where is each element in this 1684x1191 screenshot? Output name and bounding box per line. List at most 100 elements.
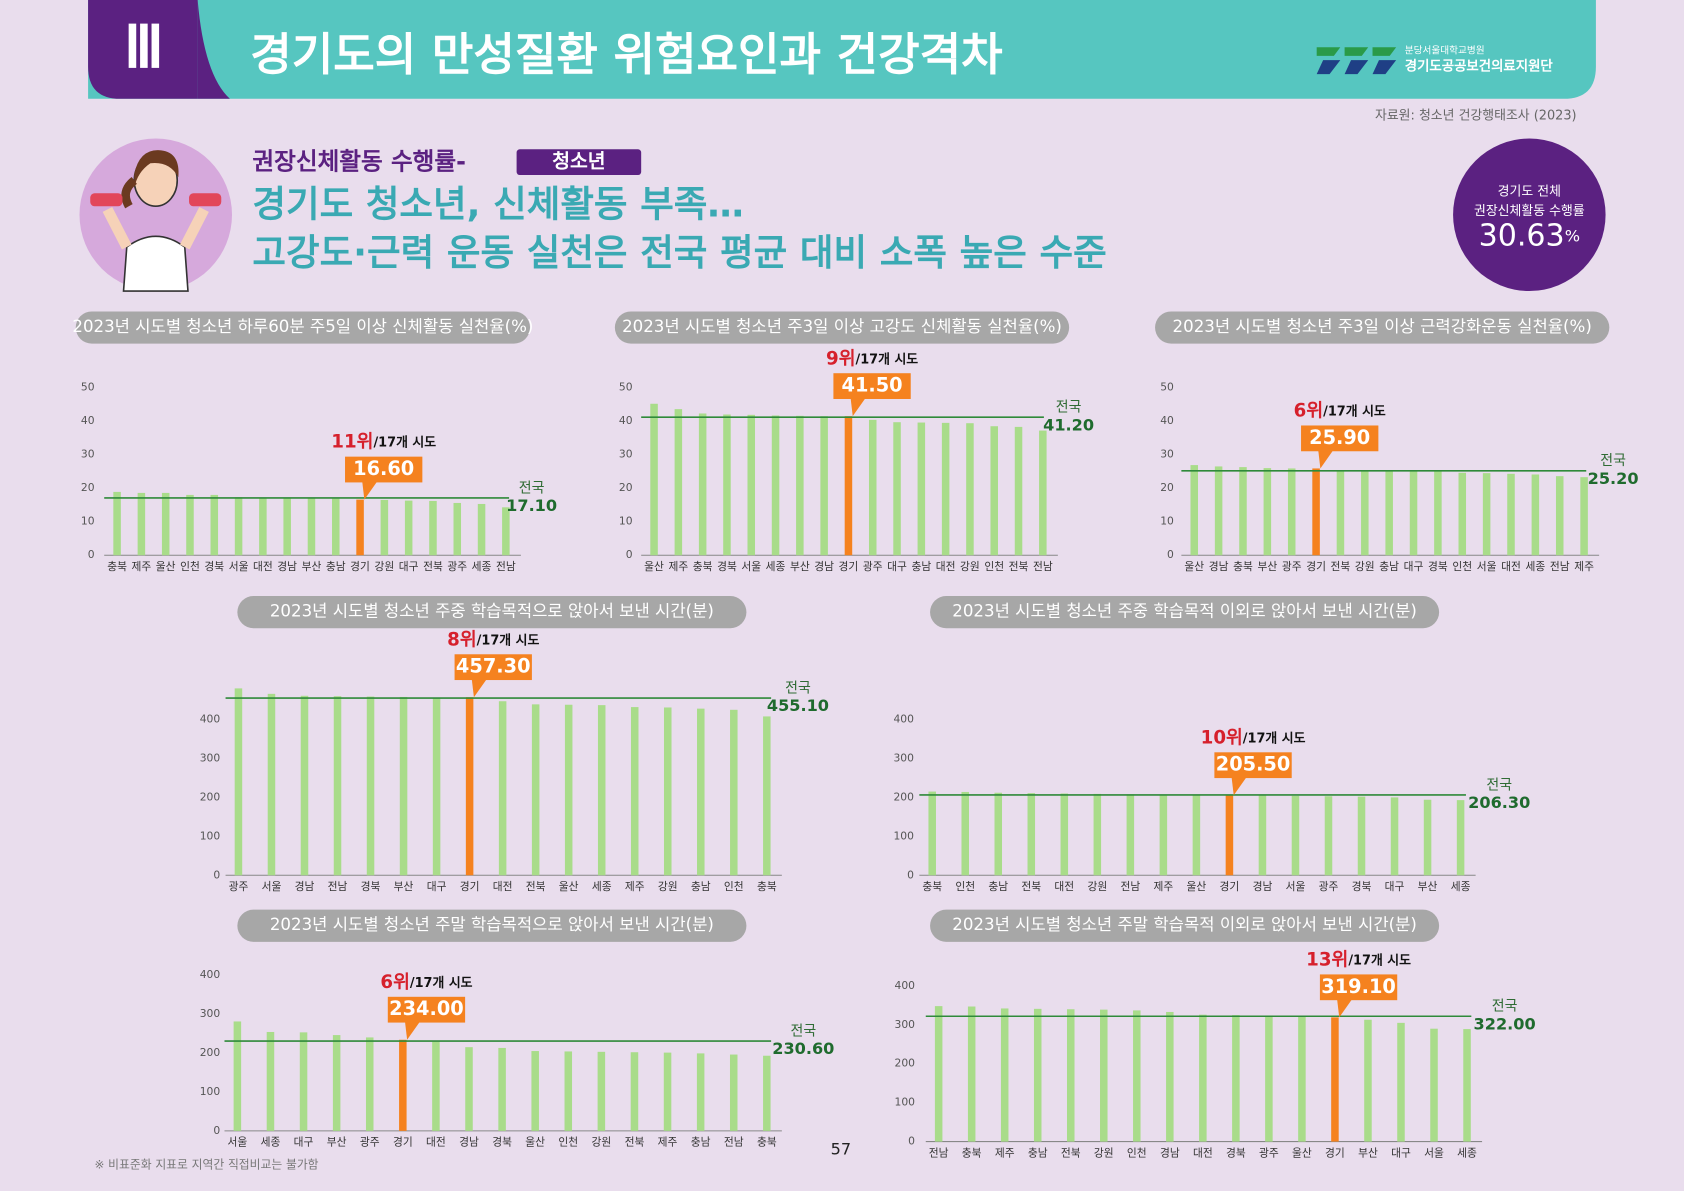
bar: [928, 791, 936, 876]
bar: [1225, 795, 1234, 876]
x-tick-label: 광주: [447, 560, 467, 573]
x-tick-label: 대전: [1501, 560, 1521, 573]
bar: [893, 422, 901, 556]
x-tick-label: 전북: [1021, 880, 1041, 893]
bar: [1190, 465, 1199, 556]
bar: [356, 499, 364, 556]
label-pointer: [1337, 999, 1353, 1018]
chart-title: 2023년 시도별 청소년 주말 학습목적으로 앉아서 보낸 시간(분): [270, 915, 714, 934]
x-tick-label: 강원: [658, 880, 678, 893]
x-tick-label: 경남: [1253, 880, 1273, 893]
x-tick-label: 부산: [1358, 1146, 1378, 1159]
bar: [723, 414, 731, 556]
value-label-box: [387, 996, 466, 1023]
x-tick-label: 제주: [1574, 560, 1594, 573]
x-tick-label: 대전: [493, 880, 513, 893]
bar: [696, 1053, 705, 1131]
bar: [1331, 1017, 1339, 1142]
bar: [994, 792, 1003, 876]
y-tick-label: 400: [200, 713, 221, 726]
chart-title-pill: [614, 311, 1070, 344]
x-tick-label: 서울: [741, 560, 761, 573]
bar: [1364, 1019, 1372, 1142]
x-tick-label: 대전: [426, 1136, 446, 1149]
x-tick-label: 경남: [277, 560, 297, 573]
x-tick-label: 충북: [1233, 560, 1253, 573]
label-pointer: [850, 397, 866, 417]
y-tick-label: 50: [619, 381, 633, 394]
bar: [531, 704, 540, 876]
x-tick-label: 충남: [691, 880, 711, 893]
y-tick-label: 0: [907, 868, 914, 881]
y-tick-label: 200: [895, 1057, 916, 1070]
bar: [844, 416, 853, 556]
x-tick-label: 강원: [592, 1136, 612, 1149]
bar: [1531, 474, 1540, 556]
rank-annotation: 13위/17개 시도: [1306, 948, 1411, 970]
x-tick-label: 충남: [326, 560, 346, 573]
label-pointer: [1231, 777, 1247, 796]
bar: [763, 1055, 771, 1131]
x-tick-label: 경북: [492, 1136, 512, 1149]
x-tick-label: 제주: [668, 560, 688, 573]
bar: [380, 499, 389, 556]
y-tick-label: 30: [1160, 448, 1174, 461]
x-tick-label: 울산: [156, 560, 176, 573]
y-tick-label: 50: [81, 381, 95, 394]
bar: [429, 500, 437, 556]
label-pointer: [1318, 450, 1334, 469]
bar: [1397, 1022, 1405, 1142]
x-tick-label: 충남: [911, 560, 931, 573]
x-tick-label: 세종: [472, 560, 492, 573]
bar: [674, 409, 683, 556]
x-tick-label: 경기: [1220, 880, 1240, 893]
label-pointer: [362, 481, 378, 500]
y-tick-label: 300: [893, 751, 914, 764]
bar: [868, 419, 877, 556]
reference-label: 17.10: [506, 496, 557, 515]
value-label: 319.10: [1321, 975, 1396, 998]
bar: [796, 415, 804, 556]
x-tick-label: 울산: [525, 1136, 545, 1149]
y-tick-label: 300: [200, 751, 221, 764]
x-tick-label: 경기: [460, 880, 480, 893]
bar: [210, 494, 219, 556]
x-tick-label: 광주: [1282, 560, 1302, 573]
x-tick-label: 충북: [962, 1146, 982, 1159]
reference-label: 455.10: [767, 696, 829, 715]
x-tick-label: 대구: [887, 560, 907, 573]
chart: 2023년 시도별 청소년 주중 학습목적 이외로 앉아서 보낸 시간(분) 0 1…: [893, 596, 1530, 893]
x-tick-label: 서울: [229, 560, 249, 573]
chart-title: 2023년 시도별 청소년 주중 학습목적으로 앉아서 보낸 시간(분): [270, 602, 714, 621]
bar: [1100, 1009, 1108, 1142]
chart-title: 2023년 시도별 청소년 하루60분 주5일 이상 신체활동 실천율(%): [72, 317, 533, 336]
section-block-edge: [197, 0, 230, 99]
bar: [233, 1021, 242, 1131]
rank-annotation: 11위/17개 시도: [331, 431, 436, 453]
x-tick-label: 전남: [1120, 880, 1140, 893]
bar: [1385, 470, 1393, 556]
bar: [1423, 799, 1432, 876]
bar: [1027, 793, 1036, 876]
y-tick-label: 100: [893, 829, 914, 842]
reference-name: 전국: [1600, 453, 1626, 469]
x-tick-label: 대전: [1193, 1146, 1213, 1159]
bar: [729, 1054, 738, 1131]
x-tick-label: 경북: [1352, 880, 1372, 893]
x-tick-label: 충북: [693, 560, 713, 573]
bar: [432, 697, 441, 876]
bar: [1014, 426, 1023, 556]
bar: [1159, 794, 1168, 876]
x-tick-label: 인천: [1127, 1146, 1147, 1159]
x-tick-label: 대구: [427, 880, 447, 893]
bar: [771, 415, 780, 556]
bar: [564, 1051, 573, 1131]
x-tick-label: 부산: [327, 1136, 347, 1149]
chart-title-pill: [237, 909, 747, 942]
rank: 6위: [1294, 400, 1324, 422]
headline: 경기도 청소년, 신체활동 부족…: [252, 183, 743, 226]
bar: [934, 1006, 943, 1142]
x-tick-label: 대전: [1054, 880, 1074, 893]
x-tick-label: 경북: [361, 880, 381, 893]
x-tick-label: 인천: [180, 560, 200, 573]
